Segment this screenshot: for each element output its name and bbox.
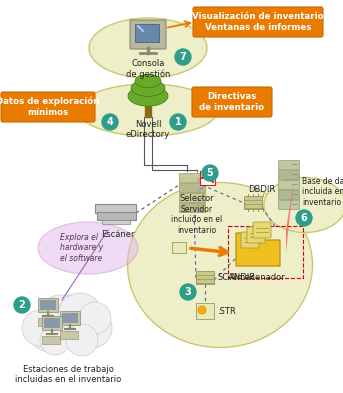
FancyBboxPatch shape — [278, 160, 299, 169]
Ellipse shape — [264, 178, 343, 233]
Circle shape — [175, 49, 191, 65]
FancyBboxPatch shape — [278, 200, 299, 209]
Text: 4: 4 — [107, 117, 114, 127]
FancyBboxPatch shape — [200, 171, 215, 185]
Circle shape — [79, 302, 111, 334]
FancyBboxPatch shape — [179, 203, 205, 212]
Text: .STR: .STR — [217, 307, 236, 316]
Text: DBDIR: DBDIR — [248, 185, 275, 195]
Circle shape — [198, 199, 200, 201]
Ellipse shape — [89, 18, 207, 78]
Circle shape — [22, 310, 58, 346]
FancyBboxPatch shape — [278, 180, 299, 189]
FancyBboxPatch shape — [253, 222, 271, 238]
Text: 5: 5 — [206, 168, 213, 178]
FancyBboxPatch shape — [241, 232, 259, 248]
Circle shape — [296, 210, 312, 226]
Text: 7: 7 — [180, 52, 186, 62]
FancyBboxPatch shape — [42, 336, 60, 344]
Text: 6: 6 — [300, 213, 307, 223]
FancyBboxPatch shape — [179, 173, 205, 182]
FancyBboxPatch shape — [135, 24, 159, 42]
Circle shape — [66, 324, 98, 356]
FancyBboxPatch shape — [193, 7, 323, 37]
Circle shape — [40, 325, 70, 355]
FancyBboxPatch shape — [40, 300, 56, 310]
Circle shape — [58, 293, 102, 337]
FancyBboxPatch shape — [62, 313, 78, 323]
Text: Consola
de gestión: Consola de gestión — [126, 59, 170, 79]
Text: Almacenador: Almacenador — [230, 273, 286, 282]
Text: SCANDIR: SCANDIR — [217, 274, 255, 283]
FancyBboxPatch shape — [179, 193, 205, 202]
FancyBboxPatch shape — [38, 298, 58, 312]
Text: Explora el
hardware y
el software: Explora el hardware y el software — [60, 233, 103, 263]
Text: Novell
eDirectory: Novell eDirectory — [126, 120, 170, 140]
Text: 3: 3 — [185, 287, 191, 297]
Circle shape — [102, 114, 118, 130]
Circle shape — [198, 189, 200, 191]
FancyBboxPatch shape — [102, 220, 130, 224]
FancyBboxPatch shape — [60, 311, 80, 325]
FancyBboxPatch shape — [247, 227, 265, 243]
FancyBboxPatch shape — [95, 204, 137, 213]
Circle shape — [28, 308, 72, 352]
Ellipse shape — [38, 222, 138, 274]
Text: 2: 2 — [19, 300, 25, 310]
FancyBboxPatch shape — [60, 331, 78, 339]
Ellipse shape — [128, 182, 312, 347]
FancyBboxPatch shape — [97, 213, 137, 220]
Circle shape — [40, 295, 80, 335]
Text: Escáner: Escáner — [101, 230, 135, 239]
Text: Datos de exploración
mínimos: Datos de exploración mínimos — [0, 97, 100, 117]
Text: Estaciones de trabajo
incluidas en el inventario: Estaciones de trabajo incluidas en el in… — [15, 365, 121, 384]
Text: 1: 1 — [175, 117, 181, 127]
FancyBboxPatch shape — [130, 20, 166, 49]
FancyBboxPatch shape — [278, 170, 299, 179]
Circle shape — [47, 295, 97, 345]
Bar — [145, 103, 151, 117]
FancyBboxPatch shape — [179, 183, 205, 192]
Text: Visualización de inventario
Ventanas de informes: Visualización de inventario Ventanas de … — [192, 12, 324, 32]
FancyBboxPatch shape — [196, 303, 214, 319]
FancyBboxPatch shape — [44, 318, 60, 328]
FancyBboxPatch shape — [1, 92, 95, 122]
FancyBboxPatch shape — [244, 196, 262, 209]
Circle shape — [72, 308, 112, 348]
Circle shape — [198, 209, 200, 211]
FancyBboxPatch shape — [196, 271, 214, 284]
Ellipse shape — [128, 86, 168, 106]
Ellipse shape — [135, 74, 161, 88]
FancyBboxPatch shape — [278, 190, 299, 199]
Circle shape — [198, 179, 200, 181]
Text: Base de datos
incluida en el
inventario: Base de datos incluida en el inventario — [302, 177, 343, 207]
FancyBboxPatch shape — [38, 318, 56, 326]
Circle shape — [180, 284, 196, 300]
Circle shape — [202, 165, 218, 181]
FancyBboxPatch shape — [172, 242, 186, 253]
Circle shape — [198, 306, 206, 314]
FancyBboxPatch shape — [192, 87, 272, 117]
Ellipse shape — [131, 80, 165, 96]
Text: Directivas
de inventario: Directivas de inventario — [199, 92, 264, 112]
Polygon shape — [236, 233, 280, 266]
Text: Selector: Selector — [180, 194, 214, 203]
Polygon shape — [286, 185, 293, 253]
Circle shape — [170, 114, 186, 130]
Ellipse shape — [78, 84, 218, 136]
Text: Servidor
incluido en el
inventario: Servidor incluido en el inventario — [172, 205, 223, 235]
FancyBboxPatch shape — [42, 316, 62, 330]
Circle shape — [14, 297, 30, 313]
